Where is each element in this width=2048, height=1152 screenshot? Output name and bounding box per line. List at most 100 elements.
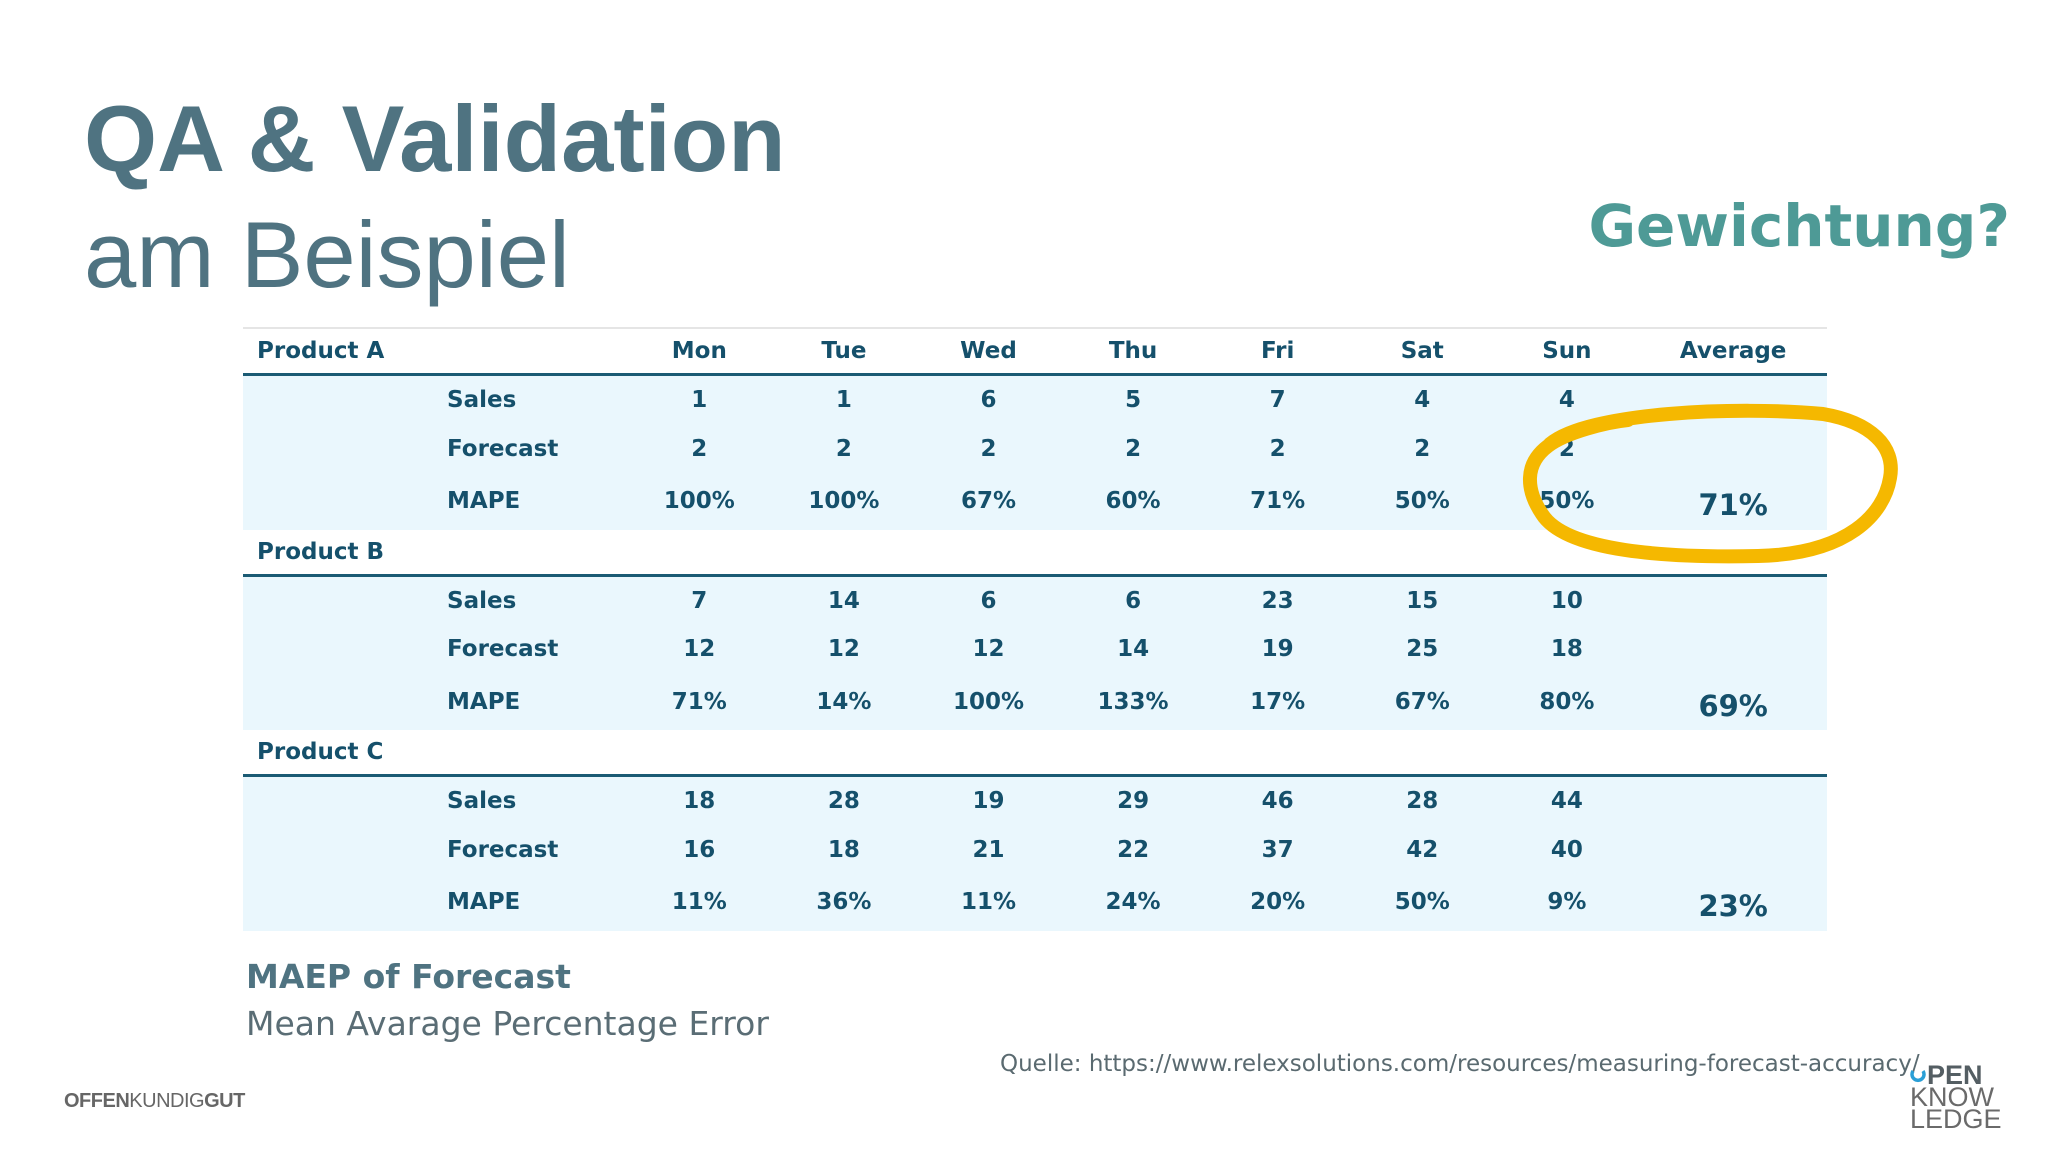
table-row: Forecast 2 2 2 2 2 2 2 [243,424,1828,473]
table-row: MAPE 71% 14% 100% 133% 17% 67% 80% 69% [243,673,1828,730]
forecast-value: 2 [1205,424,1350,473]
table-row: Sales 7 14 6 6 23 15 10 [243,575,1828,625]
logo-line-ledge: LEDGE [1910,1104,2002,1134]
product-header-row: Product A Mon Tue Wed Thu Fri Sat Sun Average [243,329,1828,376]
table-row: Sales 18 28 19 29 46 28 44 [243,775,1828,826]
footer-subtitle: Mean Avarage Percentage Error [246,1004,769,1043]
day-header [1494,730,1640,777]
mape-table-image: Product A Mon Tue Wed Thu Fri Sat Sun Average Sal… [243,324,1828,931]
mape-value: 67% [916,473,1061,530]
average-mape: 71% [1639,473,1828,530]
metric-label: MAPE [439,874,627,931]
table-top-divider [243,327,1827,329]
day-header [916,730,1061,777]
forecast-value: 16 [627,825,772,874]
day-header [1349,730,1495,777]
open-knowledge-logo: PEN KNOW LEDGE [1910,1062,2002,1134]
forecast-value: 2 [1060,424,1206,473]
product-name: Product C [243,730,439,777]
metric-label: Sales [439,374,627,425]
mape-value: 71% [1205,473,1350,530]
mape-value: 50% [1349,473,1495,530]
metric-label: Sales [439,575,627,625]
row-spacer [243,874,439,931]
day-header [1060,730,1206,777]
weighting-question: Gewichtung? [1588,192,2010,260]
sales-value: 18 [627,775,772,826]
forecast-value: 21 [916,825,1061,874]
sales-value: 28 [771,775,917,826]
mape-value: 9% [1494,874,1640,931]
logo-text-pen: PEN [1927,1060,1983,1090]
mape-value: 60% [1060,473,1206,530]
row-spacer [243,775,439,826]
average-header [1639,730,1828,777]
sales-value: 44 [1494,775,1640,826]
average-empty [1639,775,1828,826]
product-header-row: Product B [243,529,1828,577]
day-header: Mon [627,329,772,376]
mape-value: 80% [1494,673,1640,730]
row-spacer [243,374,439,425]
forecast-value: 25 [1349,625,1495,674]
day-header [771,730,917,777]
mape-value: 24% [1060,874,1206,931]
metric-label: Forecast [439,424,627,473]
mape-value: 100% [916,673,1061,730]
metric-label: Sales [439,775,627,826]
highlight-circle [1523,403,1898,564]
header-spacer [439,529,627,577]
row-spacer [243,424,439,473]
mape-value: 20% [1205,874,1350,931]
sales-value: 5 [1060,374,1206,425]
product-name: Product A [243,329,439,376]
source-citation: Quelle: https://www.relexsolutions.com/r… [1000,1051,1920,1077]
row-spacer [243,473,439,530]
mape-value: 100% [627,473,772,530]
forecast-value: 18 [771,825,917,874]
sales-value: 7 [627,575,772,625]
forecast-value: 2 [1349,424,1495,473]
day-header [627,730,772,777]
mape-value: 100% [771,473,917,530]
sales-value: 46 [1205,775,1350,826]
sales-value: 4 [1349,374,1495,425]
mape-value: 14% [771,673,917,730]
header-spacer [439,329,627,376]
average-empty [1639,825,1828,874]
average-mape: 69% [1639,673,1828,730]
forecast-value: 12 [916,625,1061,674]
day-header: Wed [916,329,1061,376]
logo-text-gut: GUT [204,1090,245,1112]
day-header: Fri [1205,329,1350,376]
row-spacer [243,625,439,674]
sales-value: 28 [1349,775,1495,826]
forecast-value: 37 [1205,825,1350,874]
logo-line-know: KNOW [1910,1082,1994,1112]
table-row: Sales 1 1 6 5 7 4 4 [243,374,1828,425]
mape-table: Product A Mon Tue Wed Thu Fri Sat Sun Average Sal… [243,329,1828,931]
mape-value: 17% [1205,673,1350,730]
average-empty [1639,625,1828,674]
day-header [1205,730,1350,777]
day-header: Sun [1494,329,1640,376]
mape-value: 50% [1494,473,1640,530]
sales-value: 29 [1060,775,1206,826]
slide-subtitle: am Beispiel [84,202,570,307]
average-empty [1639,575,1828,625]
forecast-value: 18 [1494,625,1640,674]
forecast-value: 12 [771,625,917,674]
forecast-value: 40 [1494,825,1640,874]
table-row: Forecast 12 12 12 14 19 25 18 [243,625,1828,674]
forecast-value: 12 [627,625,772,674]
row-spacer [243,575,439,625]
forecast-value: 19 [1205,625,1350,674]
day-header [916,529,1061,577]
header-spacer [439,730,627,777]
logo-line-open: PEN [1910,1062,2002,1089]
forecast-value: 22 [1060,825,1206,874]
sales-value: 6 [1060,575,1206,625]
forecast-value: 14 [1060,625,1206,674]
forecast-value: 2 [627,424,772,473]
forecast-value: 42 [1349,825,1495,874]
